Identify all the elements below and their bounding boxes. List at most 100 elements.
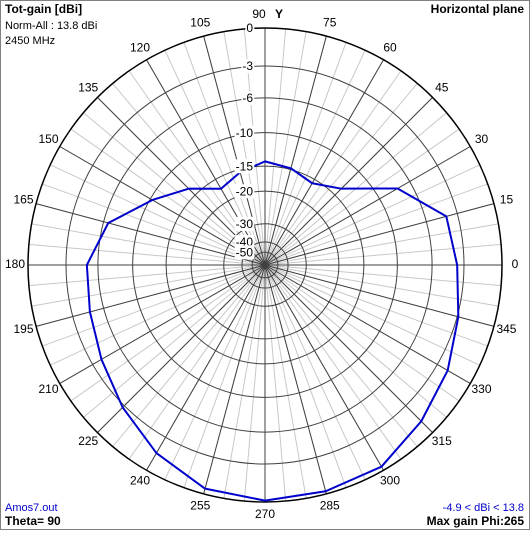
angle-label: 165 [14,192,34,206]
minor-radial [264,28,287,266]
minor-radial [164,264,266,481]
ring [65,65,465,465]
ring-label: -50 [236,245,254,259]
radial-line [35,203,266,266]
angle-label: 45 [435,80,449,94]
ring [97,97,433,433]
ring-label-bg [234,125,255,140]
ring [223,223,307,307]
minor-radial [264,264,418,447]
radial-line [264,97,433,266]
minor-radial [42,183,266,266]
minor-radial [264,264,488,347]
minor-radial [264,42,347,266]
angle-label: 195 [14,322,34,336]
minor-radial [128,264,266,460]
angle-label: 240 [130,474,150,488]
radial-line [264,264,384,471]
minor-radial [264,223,499,266]
minor-radial [28,264,266,287]
ring-label-bg [241,59,255,74]
plot [85,160,460,502]
ring-label-bg [234,159,255,174]
angle-label: 315 [432,434,452,448]
radial-line [97,264,266,433]
minor-radial [264,264,447,418]
minor-radial [264,128,460,266]
labels: 0 15 30 45 60 75 90 105 120 135 150 165 180 195 210 225… [5,7,519,521]
minor-radial [243,264,266,502]
minor-radial [264,264,502,287]
radial-line [264,264,495,327]
ring-label: -3 [242,59,253,73]
ring-label: 0 [246,21,253,35]
angle-label: 30 [475,132,489,146]
angle-label: 225 [78,434,98,448]
chart-title: Tot-gain [dBi] [5,2,82,16]
radial-line [203,264,266,495]
minor-radial [264,264,366,481]
radial-line [264,264,327,495]
minor-radial [223,31,266,266]
plane: Horizontal plane [431,2,525,16]
ring [241,241,289,289]
theta: Theta= 90 [5,514,61,528]
angle-label: 270 [255,507,275,521]
minor-radial [31,223,266,266]
frequency: 2450 MHz [5,35,55,47]
angle-label: 105 [190,16,210,30]
angle-label: 75 [323,16,337,30]
grid [27,27,503,503]
ring-label: -30 [236,217,254,231]
angle-label: 0 [512,257,519,271]
ring-label-bg [234,184,255,199]
axis-label: Y [275,7,283,21]
minor-radial [70,128,266,266]
minor-radial [128,70,266,266]
ring-label: -10 [236,126,254,140]
pattern-curve [85,160,460,502]
ring [165,165,365,365]
range-note: -4.9 < dBi < 13.8 [443,502,524,514]
minor-radial [264,264,402,460]
minor-radial [83,264,266,418]
ring-label-bg [234,216,255,231]
minor-radial [264,264,481,366]
angle-label: 60 [383,41,397,55]
ring [132,132,398,398]
ring [27,27,503,503]
ring-label-bg [245,21,255,36]
minor-radial [49,164,266,266]
radial-line [146,264,266,471]
minor-radial [264,264,499,307]
minor-radial [31,264,266,307]
radial-line [203,35,266,266]
minor-radial [223,264,266,499]
minor-radial [183,264,266,488]
ring [251,251,279,279]
minor-radial [264,70,402,266]
ring-label: -15 [236,159,254,173]
ring [190,190,340,340]
radial-line [264,264,471,384]
angle-label: 345 [496,322,516,336]
radial-line [59,264,266,384]
subtitle: Norm-All : 13.8 dBi [5,20,97,32]
angle-label: 120 [130,41,150,55]
minor-radial [264,264,287,502]
angle-label: 135 [78,80,98,94]
minor-radial [264,264,347,488]
minor-radial [112,83,266,266]
minor-radial [264,164,481,266]
angle-label: 180 [5,257,25,271]
minor-radial [264,243,502,266]
radial-line [264,35,327,266]
radial-line [264,264,433,433]
minor-radial [112,264,266,447]
minor-radial [264,264,460,402]
angle-label: 285 [320,499,340,513]
ring-label: -20 [236,184,254,198]
angle-label: 330 [471,382,491,396]
minor-radial [264,31,307,266]
